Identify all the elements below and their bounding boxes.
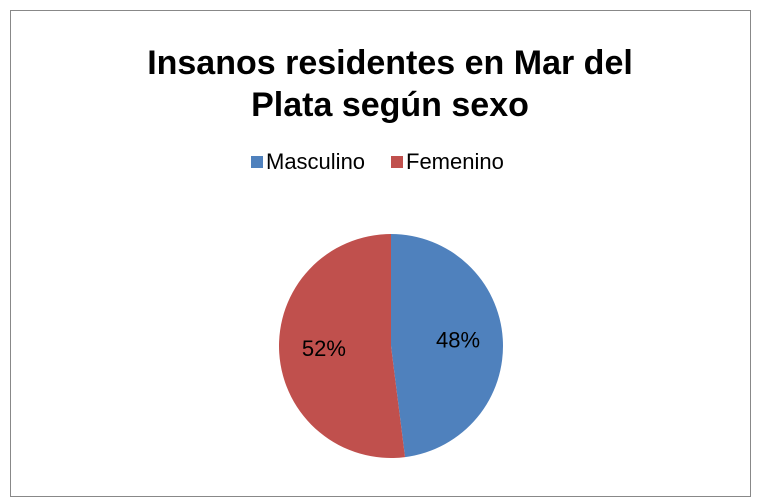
chart-title: Insanos residentes en Mar del Plata segú… — [147, 44, 633, 124]
legend-label: Masculino — [266, 149, 365, 174]
data-label: 52% — [302, 336, 346, 361]
legend-swatch — [251, 156, 263, 168]
pie-slice — [279, 234, 406, 458]
pie-slice — [391, 234, 504, 458]
legend-label: Femenino — [406, 149, 504, 174]
data-label: 48% — [436, 328, 480, 353]
legend-swatch — [391, 156, 403, 168]
